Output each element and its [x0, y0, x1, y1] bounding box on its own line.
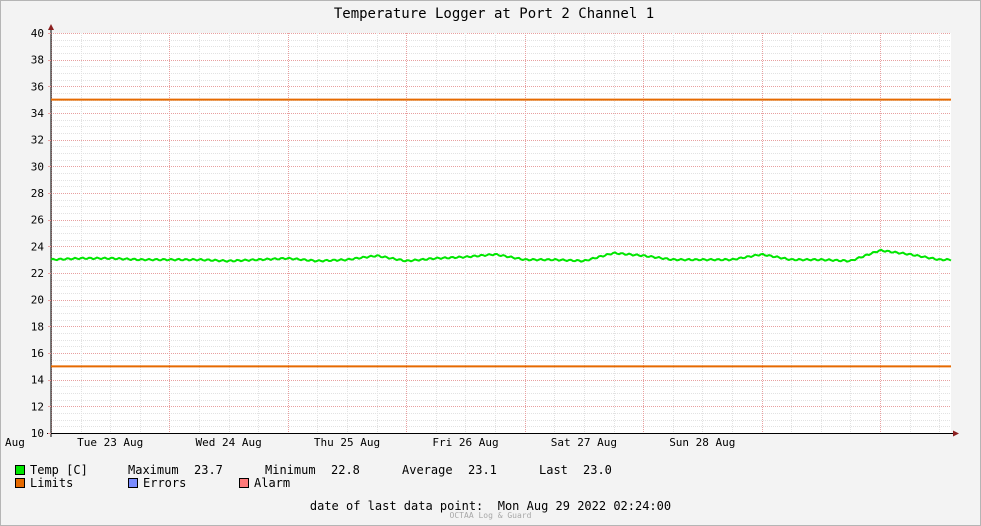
y-tick-label: 30 [31, 160, 44, 173]
y-tick-label: 40 [31, 27, 44, 40]
y-tick-label: 36 [31, 80, 44, 93]
legend-alarm: Alarm [239, 476, 290, 490]
y-axis-arrow [48, 24, 54, 30]
legend-last-label: Last [539, 462, 568, 477]
y-tick-label: 10 [31, 427, 44, 440]
y-tick-label: 12 [31, 400, 44, 413]
y-tick-label: 22 [31, 267, 44, 280]
legend-min-label: Minimum [265, 462, 316, 477]
last-data-point-date: date of last data point: Mon Aug 29 2022… [0, 499, 981, 513]
legend-temp-swatch [15, 464, 25, 475]
watermark: OCTAA Log & Guard [449, 511, 532, 520]
y-tick-label: 16 [31, 347, 44, 360]
legend-errors-label: Errors [143, 475, 187, 490]
legend-last-value: 23.0 [583, 462, 612, 477]
legend-limits: Limits [15, 476, 128, 490]
x-tick-labels: Mon 22 Aug Tue 23 Aug Wed 24 Aug Thu 25 Aug… [0, 436, 735, 449]
y-tick-label: 38 [31, 54, 44, 67]
axes [47, 24, 959, 437]
x-tick-label: Mon 22 Aug [0, 436, 25, 449]
y-tick-label: 34 [31, 107, 45, 120]
date-value: Mon Aug 29 2022 02:24:00 [497, 499, 672, 513]
x-tick-label: Sun 28 Aug [669, 436, 735, 449]
date-label: date of last data point: [309, 499, 484, 513]
legend-temp-label: Temp [C] [30, 462, 88, 477]
legend-limits-swatch [15, 477, 25, 488]
x-tick-label: Thu 25 Aug [314, 436, 380, 449]
series-layer [50, 98, 952, 368]
x-tick-label: Tue 23 Aug [77, 436, 143, 449]
temperature-chart: Temperature Logger at Port 2 Channel 1 1… [0, 6, 959, 449]
legend-row-1: Temp [C] Maximum 23.7 Minimum 22.8 Avera… [15, 462, 612, 477]
y-tick-label: 20 [31, 294, 44, 307]
y-tick-labels: 10 12 14 16 18 20 22 24 26 28 30 32 34 36 38 40 [31, 27, 51, 440]
legend-avg-label: Average [402, 462, 453, 477]
y-tick-label: 32 [31, 134, 44, 147]
temperature-line [50, 248, 952, 263]
legend-temp: Temp [C] [15, 463, 128, 477]
legend-errors: Errors [128, 476, 239, 490]
chart-title: Temperature Logger at Port 2 Channel 1 [334, 6, 654, 22]
y-tick-label: 28 [31, 187, 44, 200]
legend-alarm-label: Alarm [254, 475, 291, 490]
y-tick-label: 26 [31, 214, 44, 227]
legend-max-label: Maximum [128, 462, 179, 477]
y-tick-label: 24 [31, 240, 45, 253]
legend-row-2: Limits Errors Alarm [15, 476, 290, 490]
y-tick-label: 18 [31, 320, 44, 333]
x-axis-arrow [953, 430, 959, 437]
grid-lines [51, 33, 951, 434]
legend-avg-value: 23.1 [468, 462, 497, 477]
legend-max-value: 23.7 [194, 462, 223, 477]
y-tick-label: 14 [31, 374, 45, 387]
legend-errors-swatch [128, 477, 138, 488]
x-tick-label: Fri 26 Aug [432, 436, 498, 449]
legend-limits-label: Limits [30, 475, 74, 490]
legend-min-value: 22.8 [331, 462, 360, 477]
x-tick-label: Wed 24 Aug [196, 436, 262, 449]
x-tick-label: Sat 27 Aug [551, 436, 617, 449]
legend-alarm-swatch [239, 477, 249, 488]
